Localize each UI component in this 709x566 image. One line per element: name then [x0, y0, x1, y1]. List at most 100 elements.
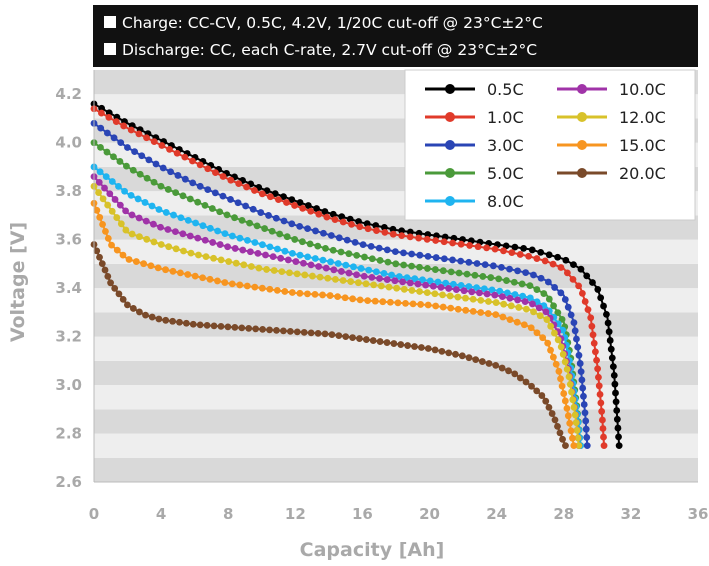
x-tick-label: 24: [486, 505, 507, 523]
legend-label: 12.0C: [619, 108, 666, 127]
data-point: [610, 372, 618, 379]
data-point: [328, 331, 336, 339]
data-point: [157, 241, 165, 248]
data-point: [584, 306, 592, 314]
data-point: [613, 407, 621, 414]
y-tick-label: 4.2: [55, 85, 82, 103]
data-point: [228, 280, 236, 288]
data-point: [457, 240, 465, 248]
data-point: [419, 276, 426, 284]
data-point: [506, 294, 514, 302]
data-point: [245, 324, 253, 332]
data-point: [600, 433, 607, 441]
data-point: [327, 258, 334, 266]
data-point: [129, 305, 137, 312]
data-point: [251, 239, 259, 246]
data-point: [204, 186, 212, 193]
data-point: [429, 282, 437, 290]
data-point: [513, 318, 521, 326]
data-point: [288, 289, 296, 296]
legend-swatch-marker: [577, 168, 587, 178]
data-point: [615, 442, 623, 450]
legend-swatch-marker: [445, 168, 455, 178]
data-point: [442, 279, 450, 287]
data-point: [262, 251, 269, 259]
data-point: [432, 254, 440, 261]
data-point: [558, 382, 566, 390]
data-point: [339, 277, 347, 284]
data-point: [103, 129, 111, 137]
data-point: [575, 442, 583, 450]
data-point: [558, 315, 566, 323]
y-ticks: 2.6 2.8 3.0 3.2 3.4 3.6 3.8 4.0 4.2: [55, 85, 82, 491]
data-point: [348, 220, 355, 228]
data-point: [152, 160, 160, 168]
data-point: [424, 345, 432, 352]
data-point: [95, 189, 102, 196]
x-tick-label: 36: [688, 505, 709, 523]
data-point: [128, 230, 136, 238]
data-point: [485, 360, 493, 367]
data-point: [271, 190, 279, 198]
data-point: [273, 286, 281, 294]
data-point: [209, 239, 217, 246]
data-point: [259, 325, 267, 333]
data-point: [138, 152, 146, 160]
data-point: [219, 192, 227, 200]
data-point: [611, 380, 619, 388]
data-point: [368, 255, 376, 263]
data-point: [423, 289, 431, 297]
data-point: [381, 228, 389, 236]
data-point: [500, 247, 507, 255]
data-point: [465, 258, 473, 266]
data-point: [239, 246, 247, 254]
data-point: [408, 250, 416, 258]
data-point: [170, 211, 177, 219]
data-point: [506, 265, 513, 273]
data-point: [549, 260, 557, 268]
data-point: [477, 296, 485, 304]
data-point: [506, 316, 514, 324]
data-point: [544, 339, 552, 347]
data-point: [580, 401, 588, 408]
data-point: [449, 239, 457, 247]
data-point: [416, 251, 424, 259]
data-point: [424, 265, 431, 272]
data-point: [559, 435, 566, 443]
data-point: [286, 269, 293, 277]
data-point: [439, 291, 446, 299]
data-point: [110, 134, 118, 142]
data-point: [206, 275, 214, 283]
data-point: [281, 288, 289, 295]
data-point: [231, 214, 238, 222]
data-point: [253, 222, 261, 230]
data-point: [280, 193, 287, 201]
data-point: [526, 282, 534, 290]
data-point: [116, 201, 124, 209]
data-point: [462, 294, 469, 302]
data-point: [393, 284, 401, 292]
data-point: [575, 351, 583, 359]
x-tick-label: 4: [156, 505, 166, 523]
legend: 0.5C 1.0C 3.0C 5.0C 8.0C 10.0C 12.0C 15.0C 20.0C: [404, 69, 696, 221]
data-point: [537, 248, 545, 256]
data-point: [129, 166, 137, 174]
data-point: [105, 113, 113, 121]
legend-item: 1.0C: [425, 108, 524, 127]
data-point: [577, 368, 585, 376]
data-point: [266, 326, 273, 334]
data-point: [542, 308, 550, 316]
data-point: [571, 327, 579, 335]
data-point: [552, 360, 560, 368]
data-point: [244, 236, 251, 244]
data-point: [615, 433, 622, 441]
data-point: [252, 325, 260, 333]
data-point: [196, 161, 204, 169]
data-point: [431, 346, 439, 354]
data-point: [590, 339, 598, 347]
data-point: [136, 233, 143, 241]
data-point: [132, 258, 140, 265]
data-point: [210, 254, 217, 262]
data-point: [465, 354, 473, 362]
